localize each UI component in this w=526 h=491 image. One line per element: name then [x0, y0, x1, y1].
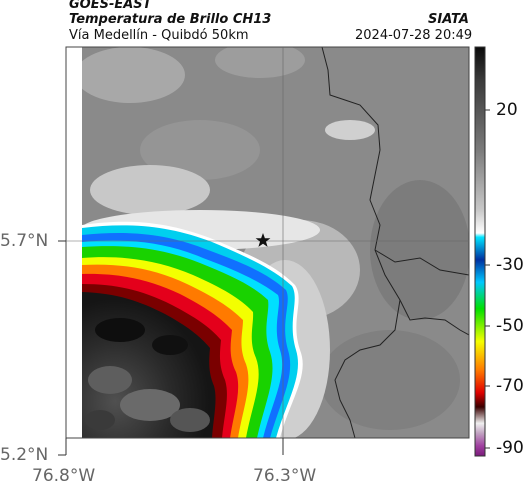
bright-cloud-patch — [325, 120, 375, 140]
colorbar-label: -70 — [496, 376, 524, 396]
lat-tick-label: 5.2°N — [0, 445, 49, 465]
lon-tick-label: 76.8°W — [32, 466, 96, 486]
product-title: Temperatura de Brillo CH13 — [69, 12, 272, 27]
lat-tick-label: 5.7°N — [0, 231, 49, 251]
source-label: SIATA — [428, 12, 469, 27]
map-imagery — [82, 47, 469, 438]
location-star-marker — [255, 233, 271, 247]
map-border — [65, 46, 470, 439]
route-subtitle: Vía Medellín - Quibdó 50km — [69, 28, 249, 43]
colorbar-label: 20 — [496, 100, 518, 120]
lon-tick-label: 76.3°W — [253, 466, 317, 486]
boundary-line — [321, 47, 469, 336]
map-frame-strip — [66, 47, 82, 438]
colorbar — [474, 46, 486, 457]
colorbar-label: -50 — [496, 316, 524, 336]
colorbar-label: -30 — [496, 255, 524, 275]
satellite-title: GOES-EAST — [69, 0, 152, 12]
datetime-label: 2024-07-28 20:49 — [355, 28, 473, 43]
colorbar-label: -90 — [496, 438, 524, 458]
